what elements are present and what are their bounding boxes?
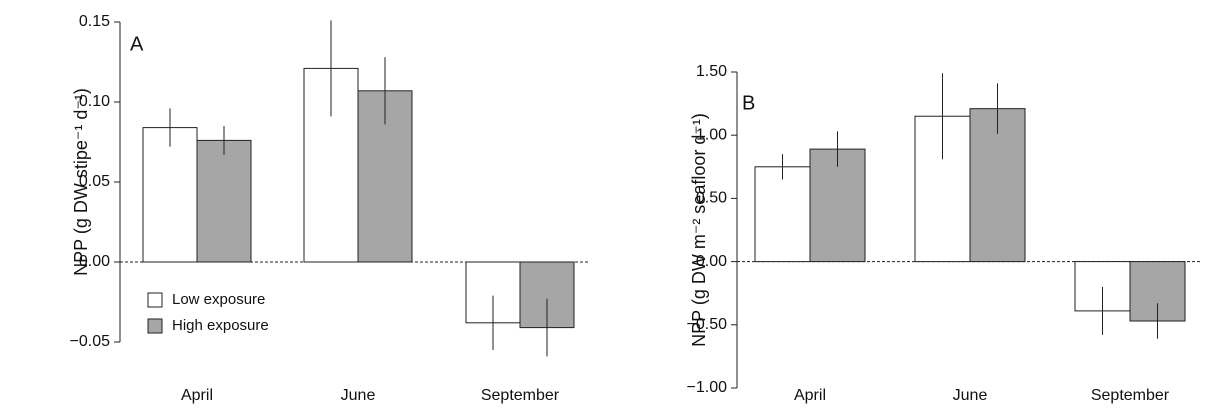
y-tick-label: 0.05 [79, 173, 110, 190]
y-tick-label: 0.50 [696, 190, 727, 207]
bar [142, 127, 198, 263]
y-tick-label: 0.15 [79, 13, 110, 30]
y-tick-label: 0.00 [79, 253, 110, 270]
x-tick-label: June [953, 387, 988, 404]
y-tick-label: 1.00 [696, 126, 727, 143]
legend-label: High exposure [172, 317, 269, 334]
bar [754, 166, 811, 263]
x-tick-label: April [181, 387, 213, 404]
panel-label: A [130, 33, 144, 55]
y-tick-label: 0.00 [696, 253, 727, 270]
legend-label: Low exposure [172, 291, 265, 308]
x-tick-label: September [1091, 387, 1170, 404]
bar [196, 139, 252, 263]
x-tick-label: April [794, 387, 826, 404]
legend-swatch [147, 318, 163, 334]
y-tick-label: 1.50 [696, 63, 727, 80]
x-tick-label: June [341, 387, 376, 404]
bar [809, 148, 866, 263]
y-tick-label: −0.05 [70, 333, 111, 350]
bar [969, 108, 1026, 263]
x-tick-label: September [481, 387, 560, 404]
panel-label: B [742, 92, 755, 114]
legend-swatch [147, 292, 163, 308]
y-axis-label: NPP (g DW m⁻² seafloor d⁻¹) [689, 113, 709, 347]
y-axis-label: NPP (g DW stipe⁻¹ d⁻¹) [71, 88, 91, 276]
y-tick-label: 0.10 [79, 93, 110, 110]
y-tick-label: −1.00 [687, 379, 728, 396]
y-tick-label: −0.50 [687, 316, 728, 333]
